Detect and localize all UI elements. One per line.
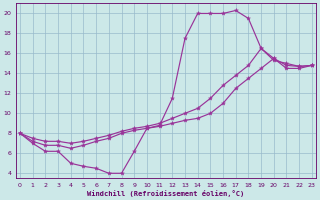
X-axis label: Windchill (Refroidissement éolien,°C): Windchill (Refroidissement éolien,°C) — [87, 190, 244, 197]
